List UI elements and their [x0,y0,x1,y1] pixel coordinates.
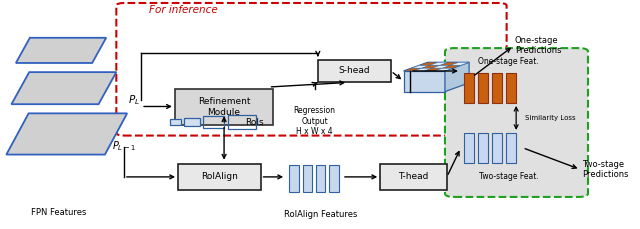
Bar [380,164,447,190]
Polygon shape [16,38,106,63]
Polygon shape [404,71,445,92]
Polygon shape [414,68,433,71]
Polygon shape [422,65,440,68]
Polygon shape [412,65,430,68]
Text: Two-stage Feat.: Two-stage Feat. [479,172,538,181]
Bar [464,73,474,103]
Bar [316,165,326,192]
Text: $P_L$: $P_L$ [127,93,140,106]
Text: FPN Features: FPN Features [31,208,86,218]
Polygon shape [404,62,469,71]
Bar [464,133,474,163]
Polygon shape [420,62,438,65]
Bar [492,73,502,103]
Bar [289,165,299,192]
Bar [178,164,260,190]
Bar [170,119,180,125]
Bar [492,133,502,163]
Polygon shape [435,68,453,71]
Polygon shape [12,72,116,104]
Bar [175,89,273,125]
Bar [506,73,516,103]
Bar [329,165,339,192]
Bar [478,133,488,163]
Polygon shape [430,62,449,65]
Text: Refinement
Module: Refinement Module [198,97,250,117]
Polygon shape [440,62,459,65]
Polygon shape [443,65,461,68]
Bar [228,115,256,129]
Polygon shape [445,62,469,92]
Text: Similarity Loss: Similarity Loss [525,115,576,121]
Polygon shape [451,62,469,65]
Text: S-head: S-head [339,66,370,76]
Text: One-stage
Predictions: One-stage Predictions [515,36,561,55]
Polygon shape [6,113,127,155]
Polygon shape [433,65,451,68]
Bar [184,118,200,126]
Polygon shape [424,68,443,71]
Text: For inference: For inference [149,5,218,15]
Text: RoIAlign Features: RoIAlign Features [284,210,358,219]
Bar [318,60,391,82]
Bar [303,165,312,192]
Text: $P_{L-1}$: $P_{L-1}$ [112,140,136,153]
Text: RoIAlign: RoIAlign [201,172,237,181]
Text: Two-stage
Predictions: Two-stage Predictions [582,160,628,179]
Text: T-head: T-head [398,172,429,181]
Text: One-stage Feat.: One-stage Feat. [478,57,539,66]
FancyBboxPatch shape [445,48,588,197]
Polygon shape [404,68,422,71]
Text: Regression
Output
H x W x 4: Regression Output H x W x 4 [294,106,335,136]
Bar [203,116,225,128]
Bar [478,73,488,103]
Bar [506,133,516,163]
Text: RoIs: RoIs [244,118,263,127]
